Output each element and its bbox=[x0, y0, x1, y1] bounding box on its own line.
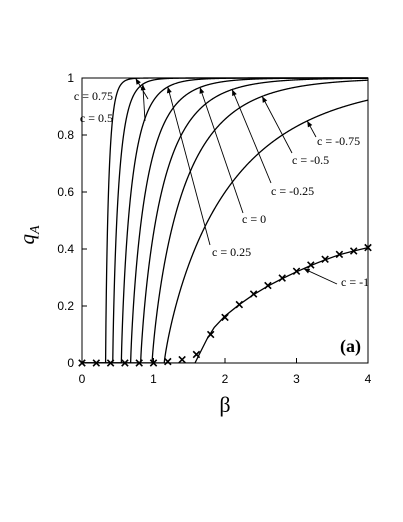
series-label-arrowhead bbox=[199, 87, 205, 94]
series-label-arrow bbox=[303, 268, 338, 285]
series-line-3 bbox=[82, 77, 368, 363]
x-tick-label: 4 bbox=[365, 372, 372, 386]
series-line-4 bbox=[82, 77, 368, 363]
marker-x bbox=[364, 243, 372, 252]
series-label: c = -0.5 bbox=[292, 153, 329, 167]
marker-x bbox=[278, 274, 286, 282]
marker-x bbox=[121, 359, 129, 367]
series-line-5 bbox=[82, 79, 368, 363]
y-axis-label-subscript: A bbox=[28, 225, 43, 235]
y-tick-label: 1 bbox=[67, 71, 74, 85]
series-label: c = -0.25 bbox=[271, 184, 314, 198]
marker-x bbox=[235, 300, 244, 309]
series-label-arrow bbox=[199, 87, 244, 214]
series-label-arrowhead bbox=[166, 86, 172, 94]
x-tick-label: 2 bbox=[222, 372, 229, 386]
marker-x bbox=[349, 247, 358, 255]
marker-x bbox=[164, 357, 172, 366]
y-tick-label: 0.6 bbox=[57, 185, 74, 199]
x-axis-label: β bbox=[219, 392, 230, 417]
marker-x bbox=[249, 290, 258, 298]
marker-x bbox=[192, 350, 201, 359]
marker-x bbox=[292, 267, 301, 275]
series-label-arrowhead bbox=[232, 89, 237, 97]
marker-x bbox=[264, 281, 272, 290]
series-label-arrowhead bbox=[135, 78, 141, 85]
series-line-1 bbox=[82, 77, 368, 363]
series-label: c = 0.5 bbox=[80, 111, 113, 125]
x-tick-label: 0 bbox=[79, 372, 86, 386]
series-line-7 bbox=[82, 246, 368, 363]
marker-x bbox=[335, 250, 344, 259]
series-label-arrow bbox=[231, 89, 272, 184]
marker-x bbox=[307, 261, 315, 269]
series-label-arrowhead bbox=[140, 84, 146, 91]
series-label: c = 0.75 bbox=[74, 89, 113, 103]
series-label-arrow bbox=[261, 96, 293, 154]
series-label-arrowhead bbox=[307, 120, 313, 128]
y-tick-label: 0.4 bbox=[57, 242, 74, 256]
x-tick-label: 3 bbox=[293, 372, 300, 386]
marker-x bbox=[135, 359, 143, 367]
panel-label: (a) bbox=[340, 336, 361, 357]
plot-frame bbox=[81, 77, 369, 364]
marker-x bbox=[221, 313, 229, 322]
x-tick-label: 1 bbox=[150, 372, 157, 386]
y-tick-label: 0 bbox=[67, 356, 74, 370]
series-label: c = 0 bbox=[242, 212, 266, 226]
series-label: c = 0.25 bbox=[212, 245, 251, 259]
marker-x bbox=[106, 359, 115, 367]
series-label: c = -0.75 bbox=[317, 134, 360, 148]
series-line-0 bbox=[82, 77, 368, 363]
marker-x bbox=[149, 359, 158, 367]
marker-x bbox=[206, 330, 215, 339]
series-label: c = -1 bbox=[341, 275, 369, 289]
y-axis-label: qA bbox=[15, 225, 43, 245]
series-label-arrowhead bbox=[303, 268, 311, 274]
y-tick-label: 0.2 bbox=[57, 299, 74, 313]
marker-x bbox=[92, 359, 101, 367]
series-label-arrowhead bbox=[262, 96, 268, 103]
series-label-arrow bbox=[167, 86, 211, 246]
y-tick-label: 0.8 bbox=[57, 128, 74, 142]
marker-x bbox=[78, 359, 86, 367]
marker-x bbox=[178, 355, 186, 364]
marker-x bbox=[321, 255, 329, 264]
series-label-arrow bbox=[142, 84, 146, 122]
series-line-2 bbox=[82, 77, 368, 363]
y-axis-label-main: q bbox=[15, 234, 39, 245]
series-line-6 bbox=[82, 99, 368, 363]
